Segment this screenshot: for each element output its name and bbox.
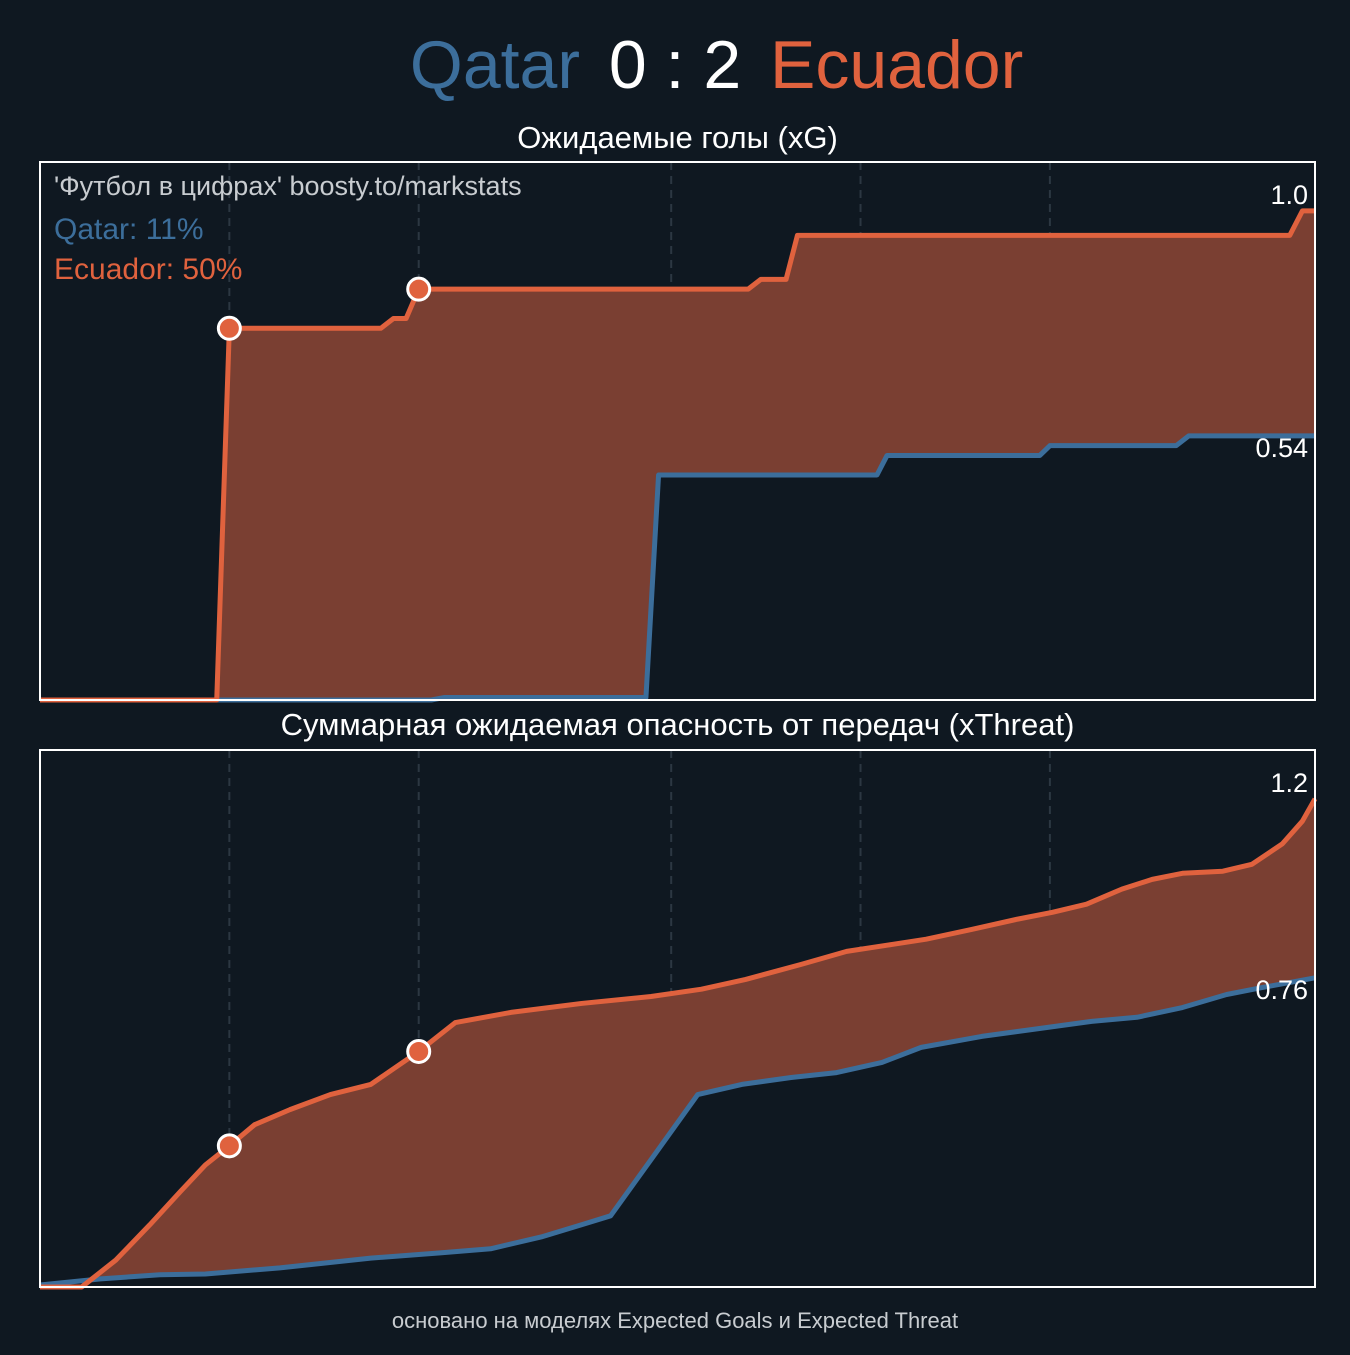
legend-entry: Ecuador: 50%: [54, 253, 242, 286]
goal-marker: [406, 1038, 432, 1064]
end-label: 0.54: [1255, 433, 1308, 463]
line: [40, 208, 1315, 703]
home-team: Qatar: [410, 27, 580, 103]
score: 0 : 2: [609, 27, 741, 103]
end-label: 0.76: [1255, 975, 1308, 1005]
end-label: 1.2: [1270, 768, 1308, 798]
goal-marker: [216, 1133, 242, 1159]
plot-frame: [39, 161, 1316, 701]
away-team: Ecuador: [770, 27, 1023, 103]
footer: основано на моделях Expected Goals и Exp…: [392, 1308, 958, 1333]
line: [39, 975, 1316, 1288]
chart-title: Суммарная ожидаемая опасность от передач…: [281, 707, 1075, 742]
end-label: 1.0: [1270, 180, 1308, 210]
credit: 'Футбол в цифрах' boosty.to/markstats: [54, 171, 522, 201]
goal-marker: [406, 276, 432, 302]
plot-frame: [39, 749, 1316, 1288]
chart-title: Ожидаемые голы (xG): [517, 120, 838, 155]
legend-entry: Qatar: 11%: [54, 213, 204, 246]
area-mask: [40, 435, 1315, 700]
goal-marker: [216, 315, 242, 341]
line: [40, 797, 1318, 1290]
line: [40, 433, 1315, 703]
area-mask: [40, 977, 1315, 1287]
